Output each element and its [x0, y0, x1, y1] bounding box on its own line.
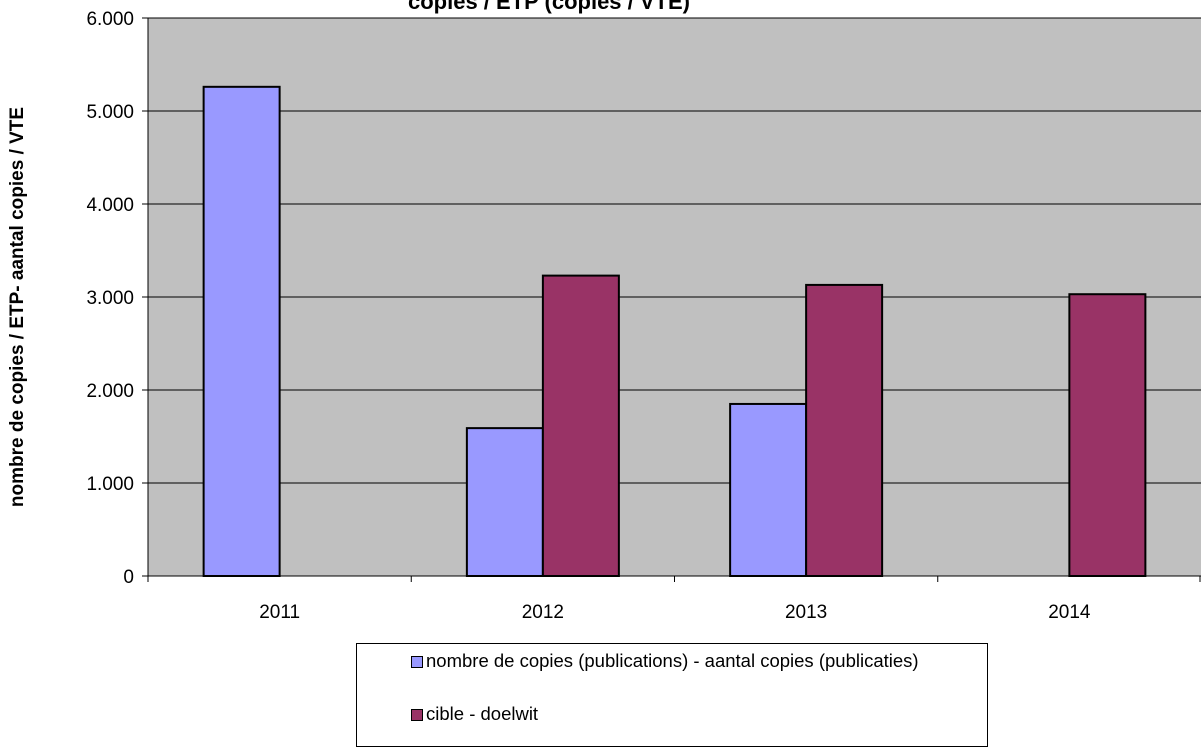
y-tick-label: 3.000	[86, 288, 134, 309]
y-axis-label: nombre de copies / ETP- aantal copies / …	[7, 107, 28, 507]
y-tick-label: 2.000	[86, 381, 134, 402]
x-tick-label: 2011	[259, 602, 300, 623]
y-tick-label: 1.000	[86, 474, 134, 495]
y-tick-label: 0	[123, 567, 134, 588]
legend-item-target: cible - doelwit	[411, 703, 986, 725]
x-tick-label: 2014	[1048, 602, 1091, 623]
y-tick-label: 6.000	[86, 9, 134, 30]
bar-copies-2012	[465, 427, 544, 577]
bar-copies-2013	[729, 402, 808, 578]
bar-copies-2011	[202, 85, 281, 577]
y-tick-label: 4.000	[86, 195, 134, 216]
x-tick-label: 2012	[522, 602, 564, 623]
legend-swatch-copies	[411, 656, 423, 668]
bar-target-2012	[541, 274, 620, 577]
chart-title: copies / ETP (copies / VTE)	[408, 0, 690, 14]
legend-label-copies: nombre de copies (publications) - aantal…	[426, 650, 919, 671]
bar-target-2014	[1068, 293, 1147, 577]
y-tick-label: 5.000	[86, 102, 134, 123]
x-tick-label: 2013	[785, 602, 827, 623]
legend-swatch-target	[411, 709, 423, 721]
legend-label-target: cible - doelwit	[426, 703, 539, 724]
bar-target-2013	[805, 283, 884, 577]
legend: nombre de copies (publications) - aantal…	[356, 643, 988, 747]
legend-item-copies: nombre de copies (publications) - aantal…	[411, 650, 986, 672]
